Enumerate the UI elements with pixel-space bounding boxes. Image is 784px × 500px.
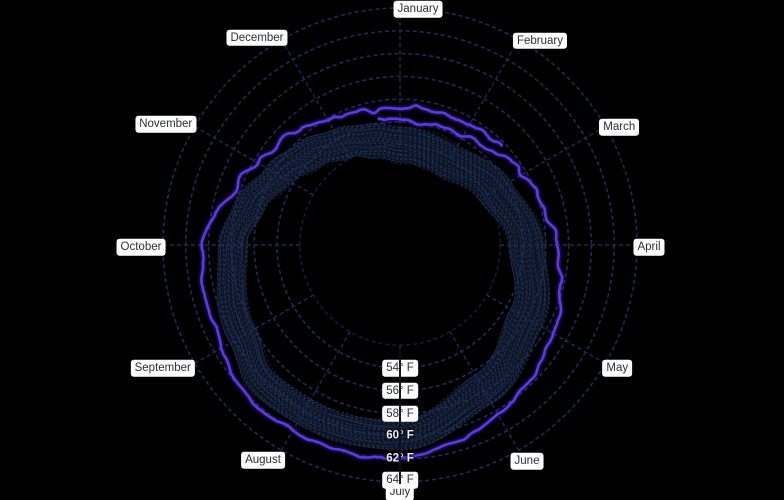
july-spoke-overlay — [399, 348, 402, 484]
